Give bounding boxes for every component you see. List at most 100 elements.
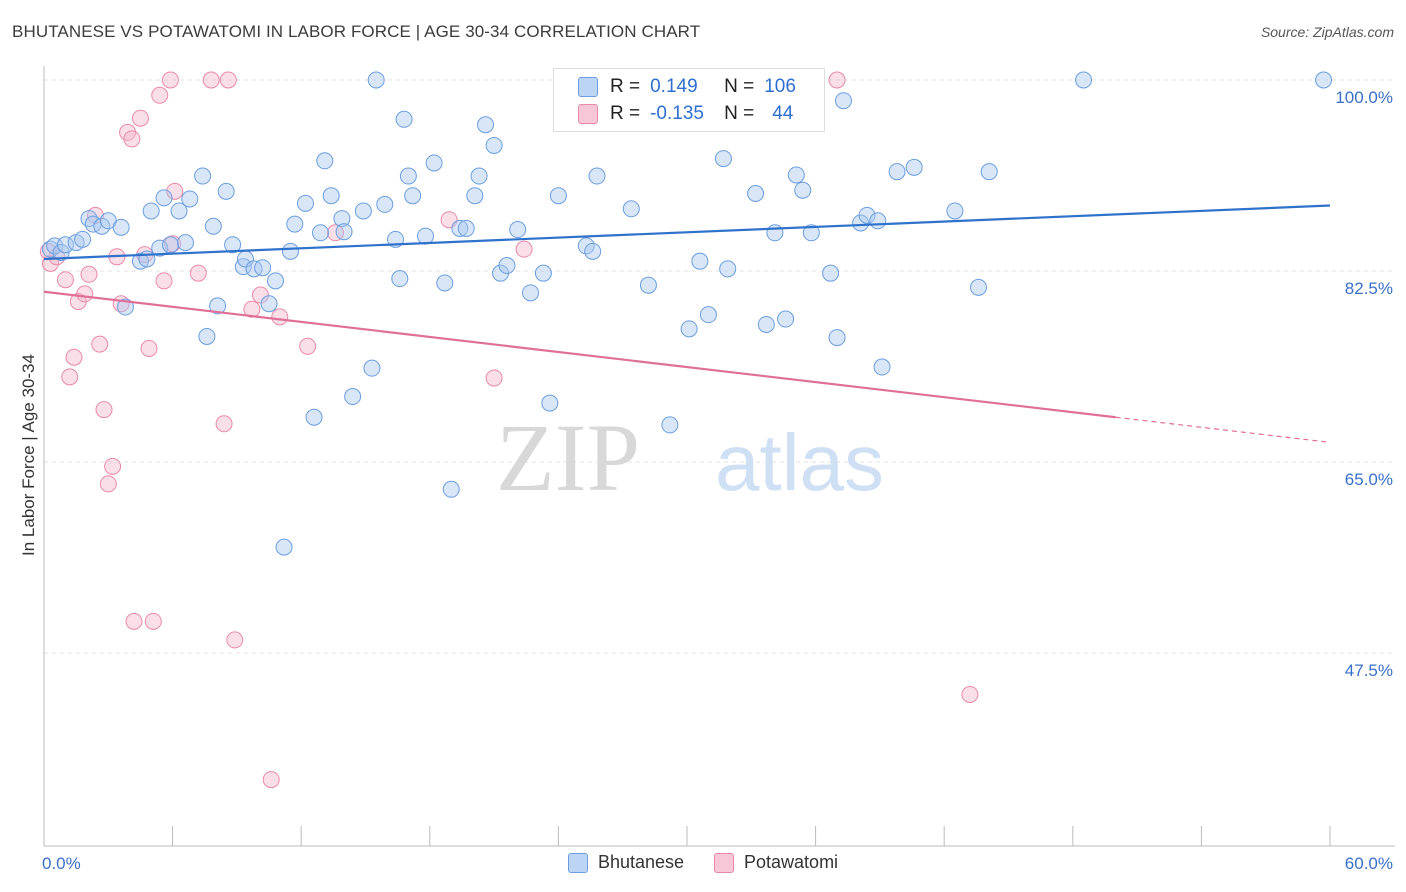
- potawatomi-point: [299, 337, 317, 355]
- trend-lines: [43, 204, 1331, 443]
- bhutanese-point: [969, 278, 987, 296]
- bhutanese-point: [286, 215, 304, 233]
- bhutanese-point: [888, 163, 906, 181]
- potawatomi-point: [215, 415, 233, 433]
- bhutanese-point: [296, 194, 314, 212]
- watermark: ZIP atlas: [496, 404, 884, 511]
- source-label: Source: ZipAtlas.com: [1260, 24, 1394, 40]
- bhutanese-point: [131, 252, 149, 270]
- bhutanese-point: [828, 329, 846, 347]
- legend-n-value: 44: [772, 103, 794, 124]
- bhutanese-point: [311, 224, 329, 242]
- bhutanese-point: [905, 158, 923, 176]
- bhutanese-point: [425, 154, 443, 172]
- legend-label-bhutanese: Bhutanese: [597, 852, 685, 872]
- bhutanese-point: [509, 221, 527, 239]
- legend-row-potawatomi: R = -0.135 N = 44: [554, 101, 793, 127]
- bhutanese-point: [161, 236, 179, 254]
- bhutanese-point: [245, 260, 263, 278]
- bhutanese-point: [1075, 71, 1093, 89]
- bhutanese-point: [777, 310, 795, 328]
- legend-label-potawatomi: Potawatomi: [744, 852, 839, 872]
- potawatomi-point: [326, 224, 344, 242]
- bhutanese-points: [41, 71, 1333, 556]
- bhutanese-point: [1315, 71, 1333, 89]
- potawatomi-point: [80, 265, 98, 283]
- legend-r-label: R =: [610, 76, 641, 97]
- legend-swatch-blue: [567, 852, 588, 873]
- bhutanese-point: [194, 167, 212, 185]
- bhutanese-point: [485, 136, 503, 154]
- potawatomi-point: [125, 612, 143, 630]
- potawatomi-point: [131, 109, 149, 127]
- chart-title: BHUTANESE VS POTAWATOMI IN LABOR FORCE |…: [12, 22, 701, 41]
- legend-row-bhutanese: R = 0.149 N = 106: [554, 74, 796, 100]
- potawatomi-point: [828, 71, 846, 89]
- y-tick-label: 100.0%: [1335, 88, 1393, 107]
- bhutanese-point: [322, 187, 340, 205]
- potawatomi-point: [166, 182, 184, 200]
- bhutanese-point: [254, 259, 272, 277]
- y-tick-label: 82.5%: [1345, 279, 1393, 298]
- potawatomi-point: [151, 86, 169, 104]
- bhutanese-point: [151, 239, 169, 257]
- bhutanese-point: [747, 185, 765, 203]
- bhutanese-point: [534, 264, 552, 282]
- legend-swatch-blue: [578, 77, 598, 97]
- potawatomi-trend-line: [43, 290, 1116, 419]
- bhutanese-point: [661, 416, 679, 434]
- bhutanese-point: [436, 274, 454, 292]
- correlation-legend: R = 0.149 N = 106 R = -0.135 N = 44: [553, 68, 825, 132]
- bhutanese-point: [466, 187, 484, 205]
- bhutanese-point: [802, 224, 820, 242]
- bhutanese-point: [395, 110, 413, 128]
- series-legend: Bhutanese Potawatomi: [0, 852, 1406, 873]
- bhutanese-point: [766, 224, 784, 242]
- potawatomi-point: [65, 348, 83, 366]
- axes: [43, 66, 1395, 847]
- potawatomi-point: [961, 685, 979, 703]
- potawatomi-trend-extension: [1115, 416, 1331, 443]
- bhutanese-point: [142, 202, 160, 220]
- legend-item-potawatomi[interactable]: Potawatomi: [714, 852, 838, 873]
- legend-r-label: R =: [610, 103, 641, 124]
- bhutanese-point: [74, 230, 92, 248]
- bhutanese-point: [946, 202, 964, 220]
- bhutanese-point: [719, 260, 737, 278]
- bhutanese-point: [858, 206, 876, 224]
- potawatomi-point: [202, 71, 220, 89]
- bhutanese-point: [470, 167, 488, 185]
- potawatomi-point: [140, 339, 158, 357]
- bhutanese-point: [404, 187, 422, 205]
- potawatomi-point: [189, 264, 207, 282]
- potawatomi-point: [262, 771, 280, 789]
- bhutanese-point: [217, 182, 235, 200]
- bhutanese-point: [335, 223, 353, 241]
- watermark-zip: ZIP: [496, 404, 640, 511]
- bhutanese-point: [112, 218, 130, 236]
- potawatomi-point: [95, 401, 113, 419]
- potawatomi-point: [123, 130, 141, 148]
- potawatomi-point: [144, 612, 162, 630]
- bhutanese-point: [56, 236, 74, 254]
- bhutanese-point: [451, 219, 469, 237]
- x-tick-label: 0.0%: [42, 854, 81, 873]
- bhutanese-point: [363, 359, 381, 377]
- bhutanese-point: [757, 315, 775, 333]
- potawatomi-point: [76, 285, 94, 303]
- bhutanese-point: [116, 298, 134, 316]
- potawatomi-point: [515, 240, 533, 258]
- legend-item-bhutanese[interactable]: Bhutanese: [567, 852, 685, 873]
- y-tick-label: 47.5%: [1345, 661, 1393, 680]
- potawatomi-point: [91, 335, 109, 353]
- bhutanese-point: [266, 272, 284, 290]
- bhutanese-point: [198, 327, 216, 345]
- bhutanese-point: [281, 242, 299, 260]
- potawatomi-point: [251, 286, 269, 304]
- bhutanese-point: [275, 538, 293, 556]
- bhutanese-point: [588, 167, 606, 185]
- bhutanese-point: [181, 190, 199, 208]
- bhutanese-point: [209, 297, 227, 315]
- y-tick-label: 65.0%: [1345, 470, 1393, 489]
- bhutanese-point: [498, 257, 516, 275]
